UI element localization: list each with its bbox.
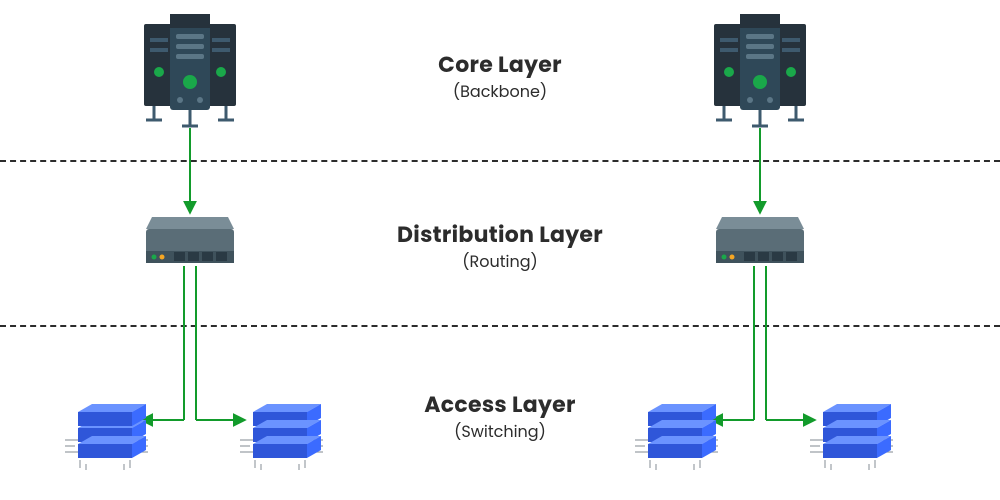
router-left-icon	[140, 215, 240, 270]
switch-4-icon	[805, 380, 895, 475]
diagram-stage: Core Layer (Backbone) Distribution Layer…	[0, 0, 1000, 500]
core-server-left-icon	[140, 10, 240, 130]
core-server-right-icon	[710, 10, 810, 130]
edge-dist-access-left	[142, 266, 244, 420]
switch-3-icon	[630, 380, 720, 475]
switch-2-icon	[235, 380, 325, 475]
edge-dist-access-right	[712, 266, 814, 420]
switch-1-icon	[60, 380, 150, 475]
router-right-icon	[710, 215, 810, 270]
